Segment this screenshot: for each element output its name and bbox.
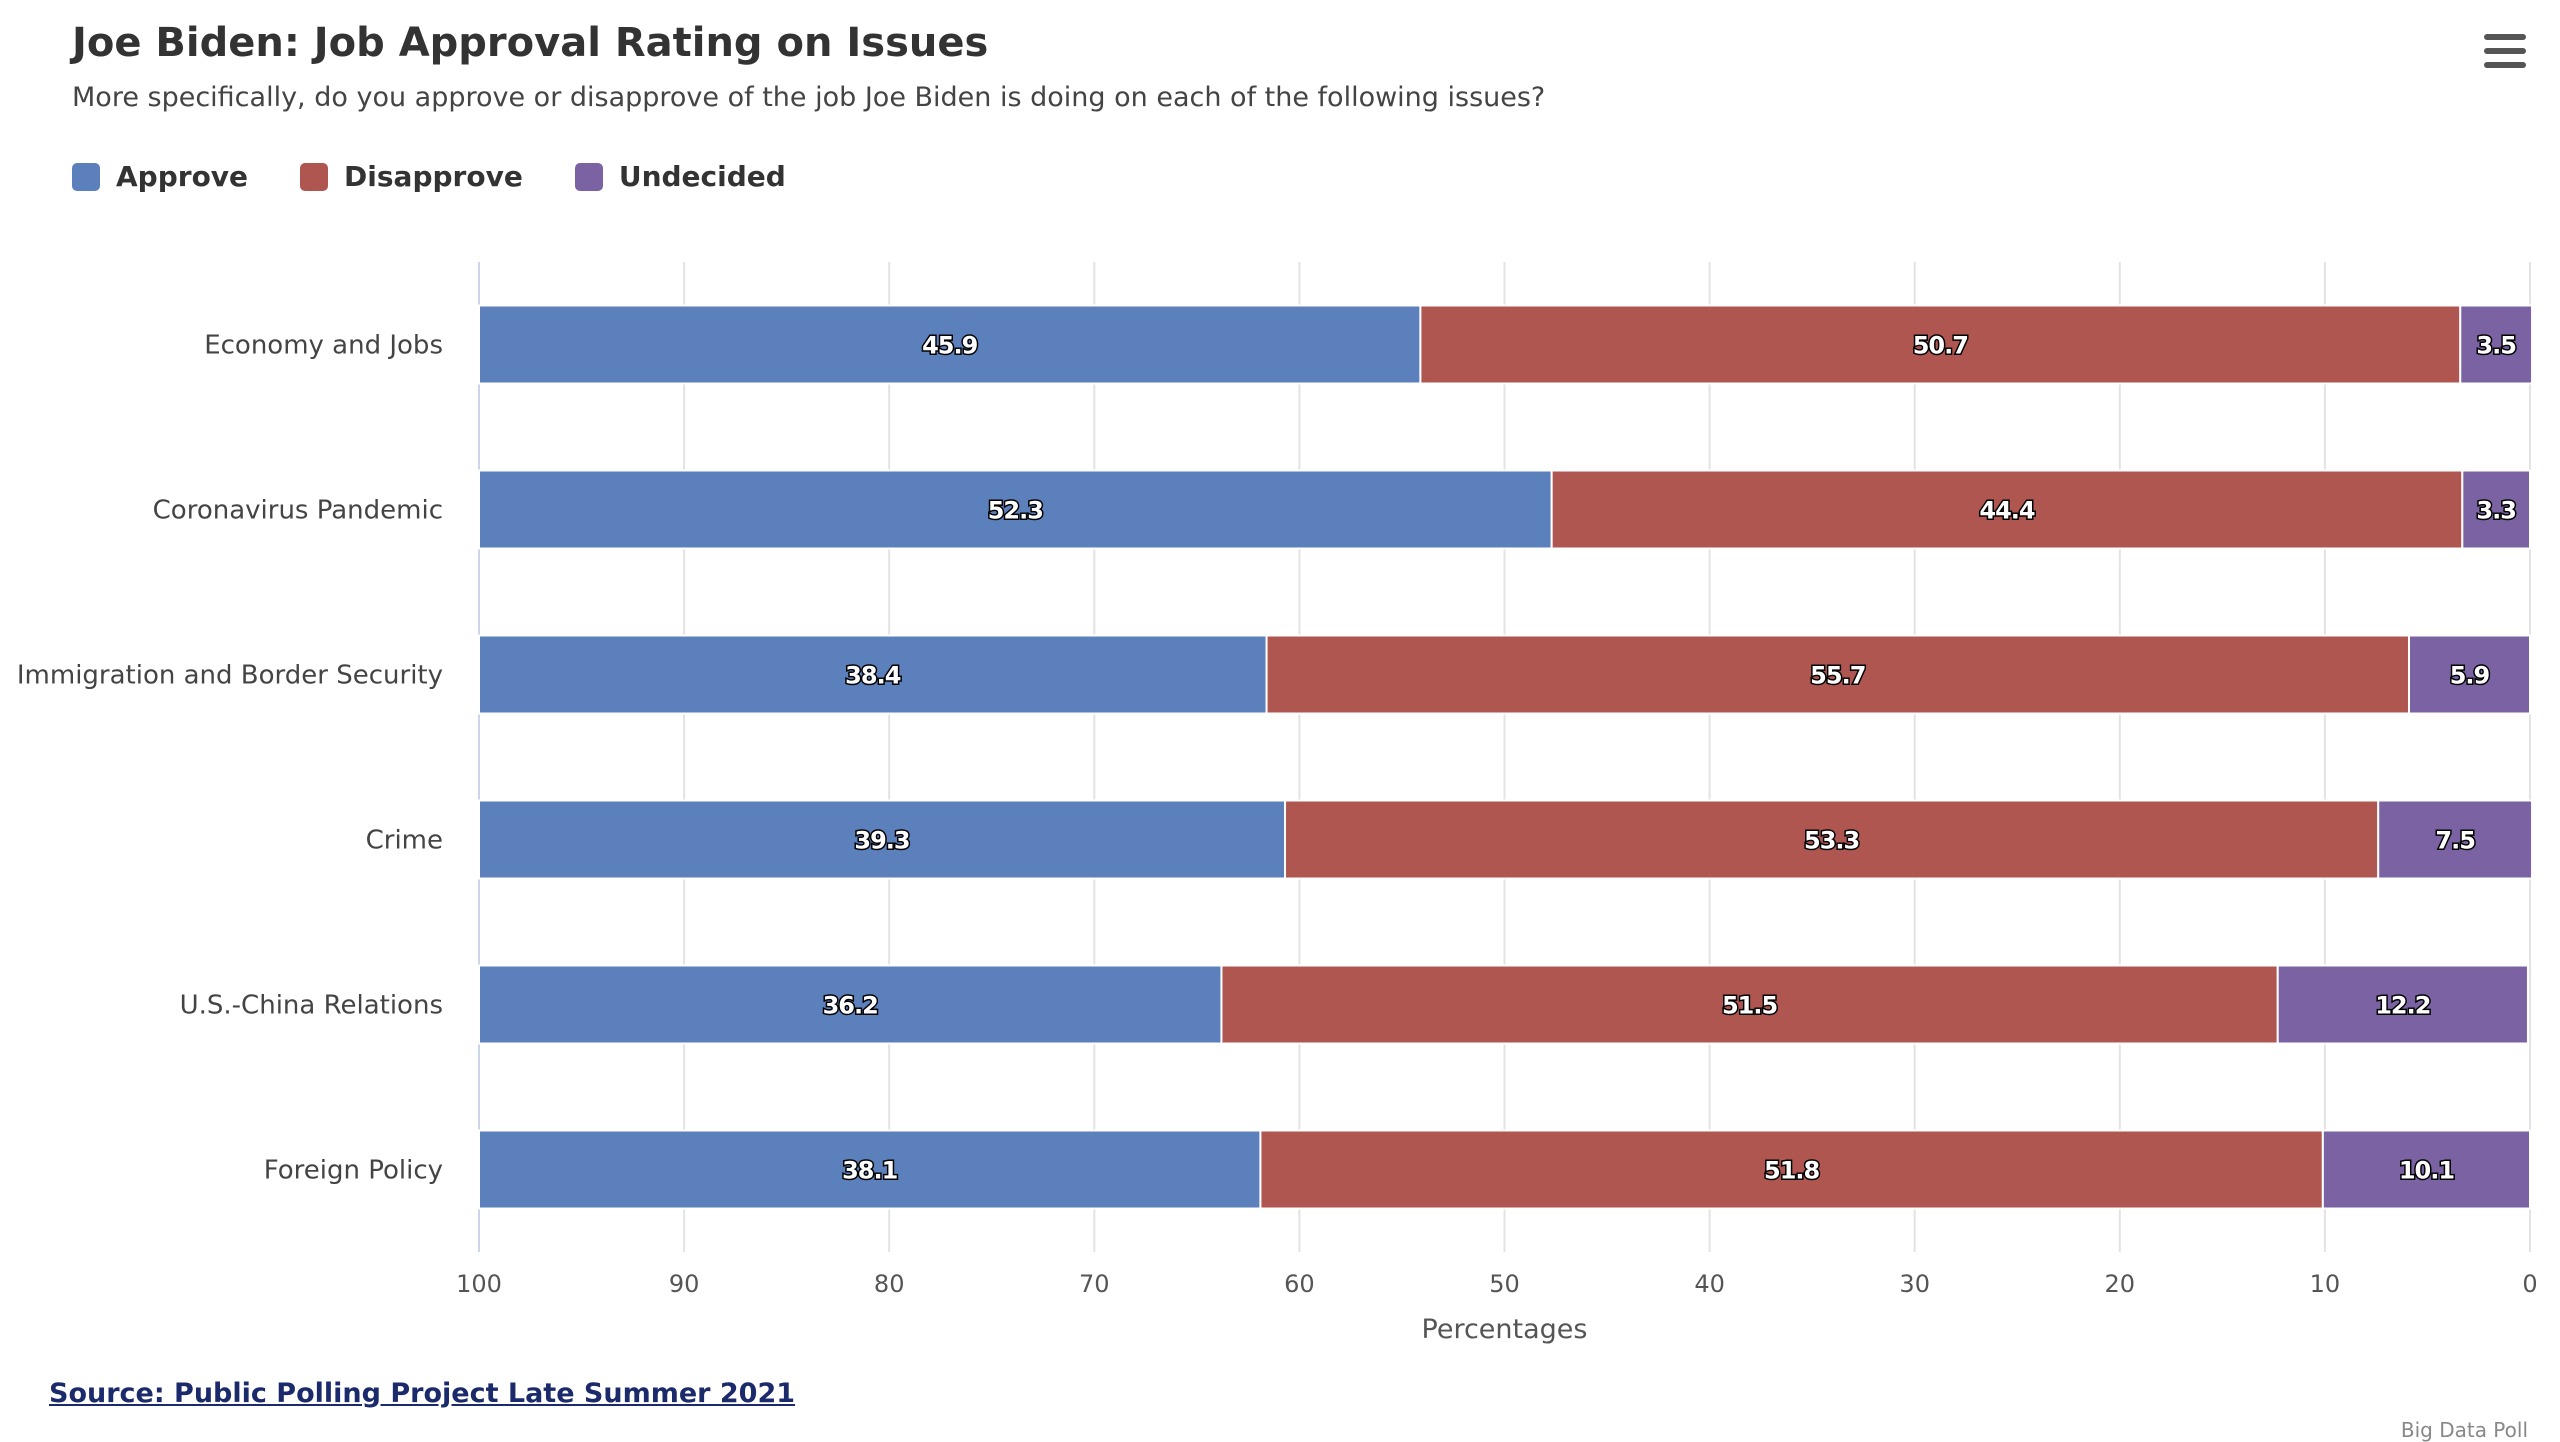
bar-disapprove: [1265, 634, 2410, 715]
stacked-bar-chart: 100 90 80 70 60 50 40 30 20 10 0PercentagesEconomy…: [17, 262, 2538, 1345]
x-tick-label: 70: [1079, 1270, 1110, 1298]
category-label: Coronavirus Pandemic: [153, 496, 443, 526]
bar-disapprove: [1284, 799, 2380, 880]
bar-approve: [478, 304, 1422, 385]
legend-item-approve[interactable]: Approve: [72, 160, 248, 193]
legend-swatch-approve: [72, 162, 100, 191]
data-label: 38.4: [845, 662, 901, 690]
data-label: 53.3: [1804, 827, 1859, 855]
data-label: 10.1: [2399, 1157, 2455, 1185]
category-label: Economy and Jobs: [204, 331, 443, 361]
data-label: 51.5: [1722, 992, 1778, 1020]
data-label: 12.2: [2375, 992, 2430, 1020]
legend-swatch-disapprove: [300, 162, 329, 191]
bar-approve: [478, 964, 1223, 1045]
chart-subtitle: More specifically, do you approve or dis…: [72, 82, 1546, 113]
bar-undecided: [2276, 964, 2529, 1045]
data-label: 50.7: [1913, 332, 1968, 360]
bar-disapprove: [1220, 964, 2279, 1045]
x-tick-label: 90: [669, 1270, 700, 1298]
data-label: 5.9: [2450, 662, 2490, 690]
bar-approve: [478, 634, 1268, 715]
legend-label-undecided: Undecided: [618, 160, 786, 193]
legend-item-undecided[interactable]: Undecided: [574, 160, 786, 193]
category-label: Immigration and Border Security: [17, 661, 443, 691]
bar-approve: [478, 799, 1287, 880]
data-label: 38.1: [842, 1157, 898, 1185]
bar-undecided: [2321, 1129, 2532, 1210]
bar-undecided: [2461, 469, 2531, 550]
legend-label-approve: Approve: [116, 160, 249, 193]
data-label: 44.4: [1979, 497, 2035, 525]
data-label: 3.3: [2476, 497, 2516, 525]
x-axis-title: Percentages: [1422, 1314, 1588, 1345]
legend-swatch-undecided: [574, 162, 603, 191]
bar-undecided: [2407, 634, 2531, 715]
x-tick-label: 40: [1694, 1270, 1725, 1298]
data-label: 52.3: [988, 497, 1043, 525]
data-label: 39.3: [854, 827, 909, 855]
category-label: U.S.-China Relations: [180, 991, 443, 1021]
bar-undecided: [2377, 799, 2534, 880]
credits-text: Big Data Poll: [2400, 1418, 2528, 1442]
category-label: Crime: [366, 826, 443, 856]
category-label: Foreign Policy: [264, 1156, 443, 1186]
data-label: 55.7: [1810, 662, 1865, 690]
bar-approve: [478, 469, 1553, 550]
x-tick-label: 10: [2310, 1270, 2341, 1298]
bar-disapprove: [1550, 469, 2464, 550]
x-tick-label: 50: [1489, 1270, 1520, 1298]
source-link[interactable]: Source: Public Polling Project Late Summ…: [49, 1378, 796, 1409]
bar-disapprove: [1259, 1129, 2324, 1210]
data-label: 36.2: [823, 992, 878, 1020]
x-tick-label: 0: [2522, 1270, 2537, 1298]
legend-label-disapprove: Disapprove: [344, 160, 523, 193]
legend: Approve Disapprove Undecided: [72, 160, 786, 193]
data-label: 3.5: [2476, 332, 2516, 360]
x-tick-label: 20: [2105, 1270, 2136, 1298]
chart-title: Joe Biden: Job Approval Rating on Issues: [72, 20, 989, 66]
hamburger-menu-icon[interactable]: [2484, 34, 2526, 68]
data-label: 45.9: [922, 332, 978, 360]
x-tick-label: 80: [874, 1270, 905, 1298]
x-tick-label: 30: [1899, 1270, 1930, 1298]
x-tick-label: 60: [1284, 1270, 1315, 1298]
bar-approve: [478, 1129, 1262, 1210]
data-label: 51.8: [1764, 1157, 1820, 1185]
bar-undecided: [2459, 304, 2534, 385]
legend-item-disapprove[interactable]: Disapprove: [300, 160, 523, 193]
x-tick-label: 100: [456, 1270, 502, 1298]
data-label: 7.5: [2435, 827, 2475, 855]
